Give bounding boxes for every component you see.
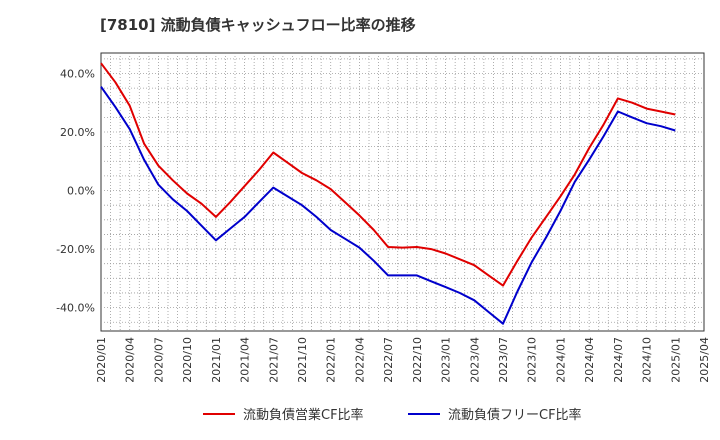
x-tick-label: 2021/10 (296, 337, 309, 383)
y-tick-label: -40.0% (56, 302, 95, 315)
x-tick-label: 2021/01 (210, 337, 223, 383)
legend-label-1: 流動負債営業CF比率 (243, 407, 364, 423)
x-tick-label: 2020/07 (152, 337, 165, 383)
chart-title: [7810] 流動負債キャッシュフロー比率の推移 (100, 16, 416, 34)
x-tick-label: 2025/04 (698, 337, 711, 383)
x-tick-label: 2022/07 (382, 337, 395, 383)
y-tick-label: 0.0% (67, 185, 95, 198)
x-tick-label: 2024/07 (612, 337, 625, 383)
x-tick-label: 2021/04 (239, 337, 252, 383)
x-tick-label: 2023/01 (440, 337, 453, 383)
y-tick-label: 20.0% (60, 126, 95, 139)
x-tick-label: 2023/10 (526, 337, 539, 383)
series-line-2 (100, 86, 676, 325)
x-tick-label: 2024/10 (641, 337, 654, 383)
x-tick-label: 2022/04 (353, 337, 366, 383)
y-tick-label: -20.0% (56, 243, 95, 256)
x-tick-label: 2022/01 (325, 337, 338, 383)
x-tick-label: 2020/10 (181, 337, 194, 383)
x-tick-label: 2024/01 (554, 337, 567, 383)
x-tick-label: 2025/01 (669, 337, 682, 383)
legend-label-2: 流動負債フリーCF比率 (448, 407, 582, 423)
x-tick-label: 2023/07 (497, 337, 510, 383)
x-tick-label: 2020/01 (95, 337, 108, 383)
series-line-1 (100, 62, 676, 287)
x-tick-label: 2020/04 (124, 337, 137, 383)
x-tick-label: 2021/07 (267, 337, 280, 383)
plot-area (100, 52, 705, 332)
x-tick-label: 2022/10 (411, 337, 424, 383)
x-tick-label: 2024/04 (583, 337, 596, 383)
x-tick-label: 2023/04 (468, 337, 481, 383)
y-tick-label: 40.0% (60, 67, 95, 80)
